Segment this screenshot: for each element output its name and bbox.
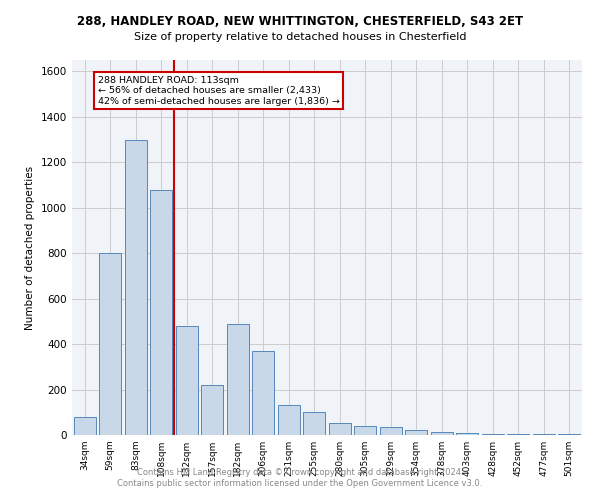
Bar: [100, 253, 121, 435]
Bar: [431, 432, 452, 435]
Bar: [406, 430, 427, 435]
Text: 288, HANDLEY ROAD, NEW WHITTINGTON, CHESTERFIELD, S43 2ET: 288, HANDLEY ROAD, NEW WHITTINGTON, CHES…: [77, 15, 523, 28]
Bar: [227, 324, 248, 435]
Bar: [329, 422, 350, 435]
Bar: [202, 385, 223, 435]
Bar: [533, 434, 554, 435]
Bar: [457, 433, 478, 435]
Bar: [559, 434, 580, 435]
Text: 288 HANDLEY ROAD: 113sqm
← 56% of detached houses are smaller (2,433)
42% of sem: 288 HANDLEY ROAD: 113sqm ← 56% of detach…: [97, 76, 340, 106]
Y-axis label: Number of detached properties: Number of detached properties: [25, 166, 35, 330]
Bar: [253, 351, 274, 435]
Text: Size of property relative to detached houses in Chesterfield: Size of property relative to detached ho…: [134, 32, 466, 42]
Bar: [482, 434, 503, 435]
Bar: [74, 417, 95, 435]
Bar: [176, 326, 197, 435]
Bar: [304, 412, 325, 435]
Bar: [151, 190, 172, 435]
Text: Contains HM Land Registry data © Crown copyright and database right 2024.
Contai: Contains HM Land Registry data © Crown c…: [118, 468, 482, 487]
Bar: [125, 140, 146, 435]
Bar: [278, 406, 299, 435]
Bar: [380, 427, 401, 435]
Bar: [355, 426, 376, 435]
Bar: [508, 434, 529, 435]
